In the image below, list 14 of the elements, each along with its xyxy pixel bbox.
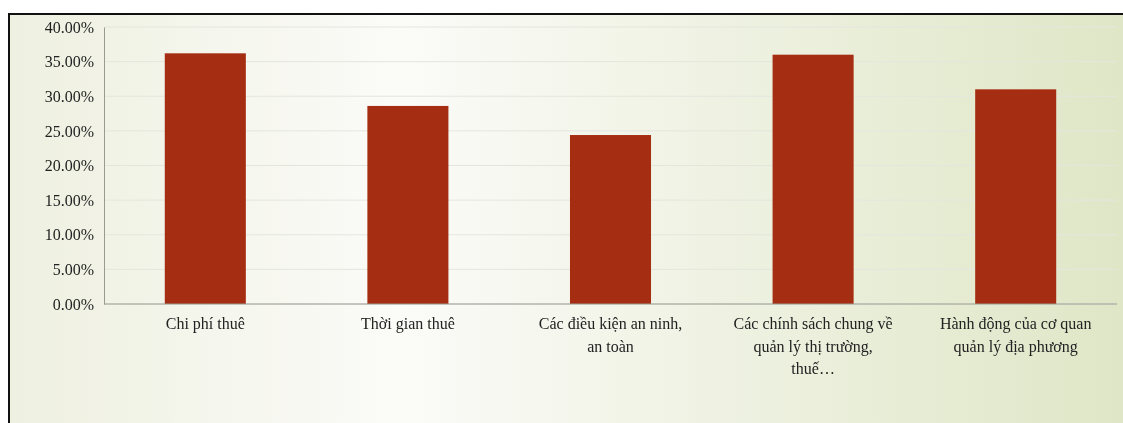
x-tick-label: Hành động của cơ quan quản lý địa phương [939,315,1092,356]
x-tick-label: Thời gian thuê [361,315,455,334]
y-tick-label: 10.00% [44,226,94,244]
y-tick-label: 40.00% [44,18,94,36]
y-tick-label: 5.00% [52,260,94,278]
y-tick-label: 20.00% [44,157,94,175]
x-tick-label: Các chính sách chung về quản lý thị trường, thuế… [733,315,893,378]
y-tick-label: 0.00% [52,295,94,313]
y-tick-label: 25.00% [44,122,94,140]
y-tick-label: 30.00% [44,87,94,105]
x-tick-label: Các điều kiện an ninh, an toàn [538,315,683,355]
x-tick-label: Chi phí thuê [165,315,245,334]
y-tick-label: 15.00% [44,191,94,209]
y-tick-label: 35.00% [44,53,94,71]
